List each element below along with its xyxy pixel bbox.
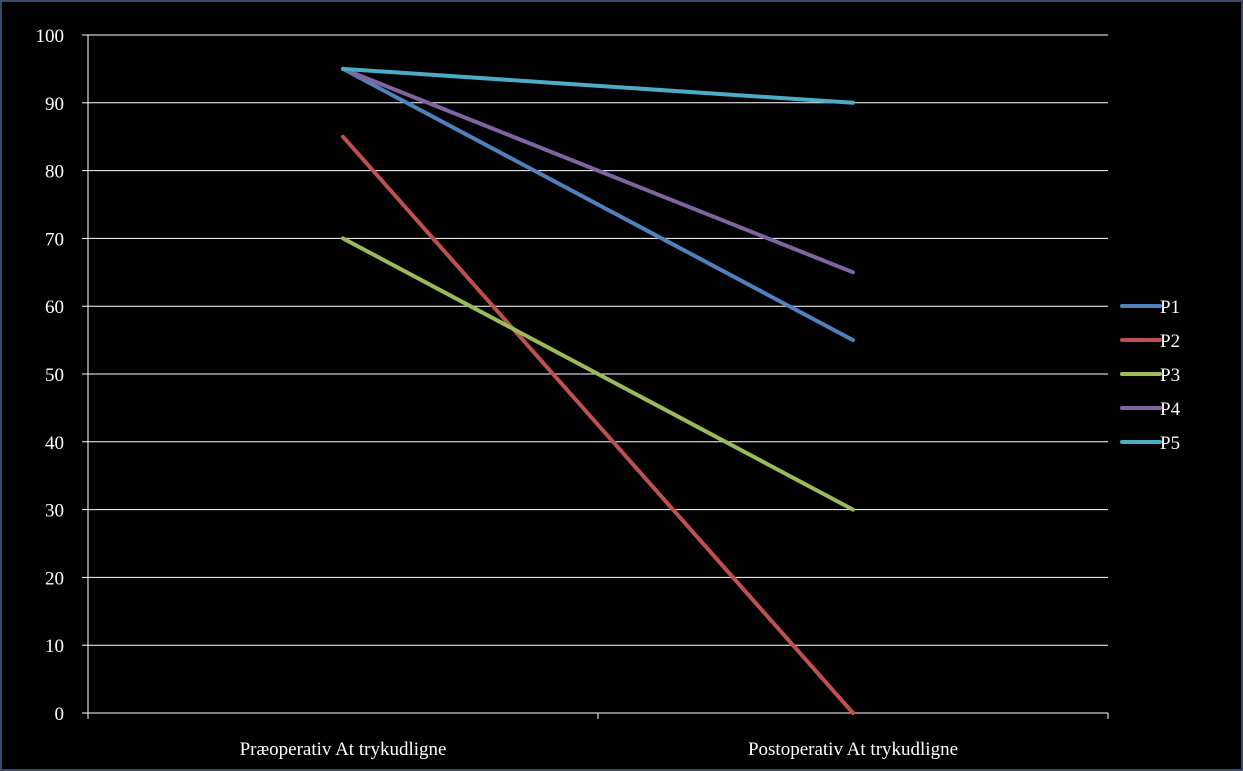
series-line-p3 [341,236,855,512]
series-line-p5 [341,66,855,105]
y-tick-label: 80 [45,162,64,183]
legend-label-p3: P3 [1160,365,1180,386]
series-lines [341,66,855,715]
y-axis-ticks: 0 10 20 30 40 50 60 70 80 90 100 [36,26,88,725]
y-tick-label: 50 [45,365,64,386]
x-axis-ticks: Præoperativ At trykudligne Postoperativ A… [87,713,1109,760]
y-tick-label: 0 [55,704,65,725]
x-tick-label: Præoperativ At trykudligne [240,739,447,760]
series-line-p4 [341,66,855,275]
legend-label-p5: P5 [1160,433,1180,454]
series-line-p2 [341,134,855,715]
y-tick-label: 60 [45,297,64,318]
legend-label-p4: P4 [1160,399,1181,420]
gridlines [88,34,1108,646]
x-tick-label: Postoperativ At trykudligne [748,739,958,760]
y-tick-label: 40 [45,433,64,454]
y-tick-label: 70 [45,229,64,250]
y-tick-label: 100 [36,26,65,47]
y-tick-label: 30 [45,501,64,522]
legend: P1 P2 P3 P4 P5 [1120,297,1181,454]
y-tick-label: 10 [45,636,64,657]
y-tick-label: 90 [45,94,64,115]
y-tick-label: 20 [45,568,64,589]
legend-label-p1: P1 [1160,297,1180,318]
legend-label-p2: P2 [1160,331,1180,352]
series-line-p1 [341,66,855,343]
